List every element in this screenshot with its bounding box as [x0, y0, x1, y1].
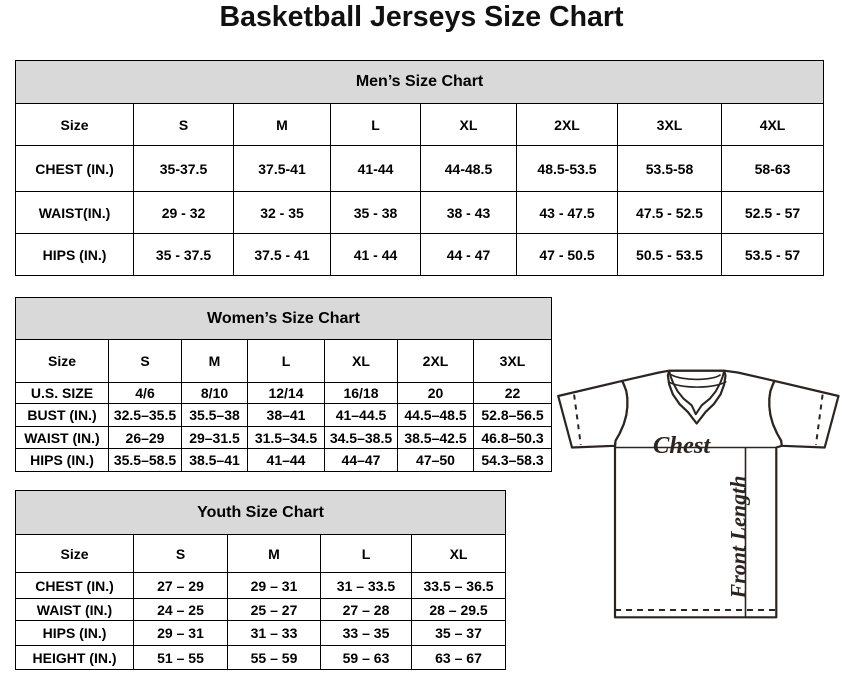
svg-text:Front Length: Front Length [726, 476, 751, 600]
svg-text:Chest: Chest [653, 432, 711, 459]
